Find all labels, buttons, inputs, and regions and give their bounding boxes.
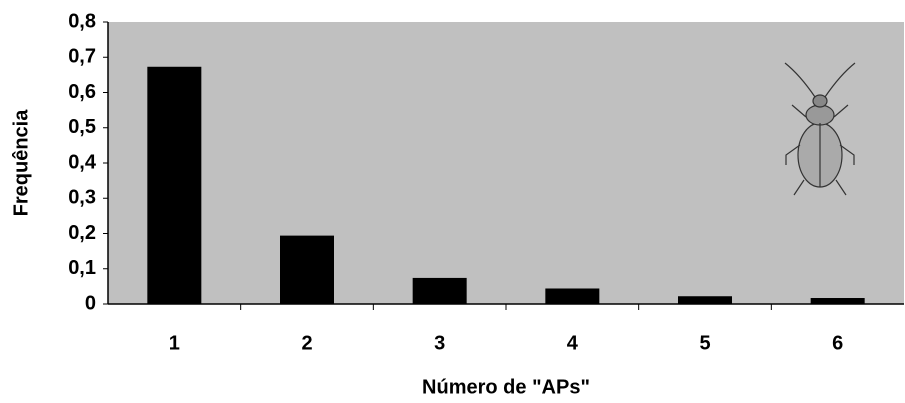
y-tick-label: 0,8: [68, 10, 96, 32]
y-tick-label: 0,5: [68, 116, 96, 138]
y-tick-label: 0: [85, 292, 96, 314]
y-tick-label: 0,4: [68, 151, 97, 173]
x-tick-label: 6: [832, 332, 843, 354]
y-tick-label: 0,6: [68, 81, 96, 103]
x-axis-title: Número de "APs": [422, 376, 590, 398]
y-tick-label: 0,2: [68, 222, 96, 244]
bar: [811, 298, 865, 304]
bar: [413, 278, 467, 304]
plot-area: [108, 22, 904, 304]
y-tick-label: 0,3: [68, 187, 96, 209]
bar: [678, 296, 732, 304]
y-tick-label: 0,1: [68, 257, 96, 279]
bar: [147, 67, 201, 304]
bar: [545, 288, 599, 304]
x-tick-label: 4: [567, 332, 579, 354]
x-tick-label: 3: [434, 332, 445, 354]
y-axis-title: Frequência: [10, 109, 32, 217]
y-tick-label: 0,7: [68, 46, 96, 68]
x-tick-label: 2: [301, 332, 312, 354]
bar: [280, 236, 334, 304]
chart: Número de "APs" Frequência 0 0,1 0,2 0,3 0,4…: [0, 0, 905, 403]
x-tick-label: 1: [169, 332, 180, 354]
x-tick-label: 5: [699, 332, 710, 354]
